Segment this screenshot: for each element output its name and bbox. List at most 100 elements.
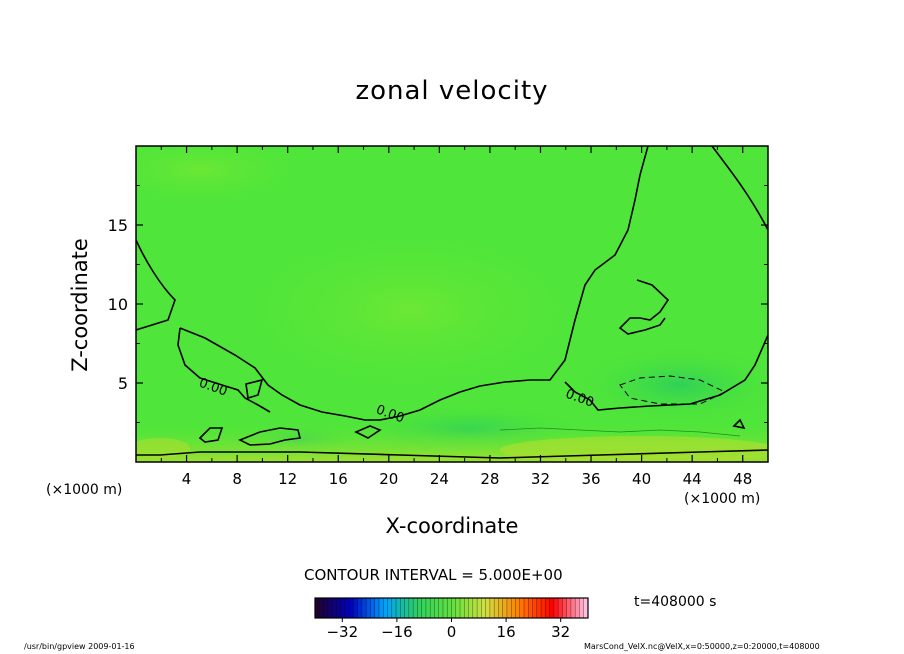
colorbar-cell — [549, 598, 555, 618]
colorbar-cell — [468, 598, 474, 618]
colorbar-cell — [515, 598, 521, 618]
x-tick-label: 16 — [329, 470, 348, 488]
colorbar-cell — [396, 598, 401, 618]
colorbar-cell — [451, 598, 457, 618]
field-light-region — [210, 215, 610, 405]
colorbar-cell — [315, 598, 320, 618]
colorbar-cell — [481, 598, 487, 618]
colorbar-cell — [366, 598, 371, 618]
colorbar-cell — [344, 598, 350, 618]
colorbar-cell — [421, 598, 427, 618]
contour-line-thin — [499, 427, 741, 437]
chart-title: zonal velocity — [355, 76, 549, 106]
x-tick-label: 20 — [379, 470, 398, 488]
contour-line — [177, 327, 271, 413]
x-axis-ticks: 4 8 12 16 20 24 28 32 36 40 44 48 — [160, 146, 752, 488]
colorbar-cell — [391, 598, 397, 618]
y-axis-ticks: 5 10 15 — [108, 185, 768, 423]
contour-interval-note: CONTOUR INTERVAL = 5.000E+00 — [304, 566, 563, 584]
x-axis-label: X-coordinate — [385, 514, 519, 538]
contour-line-dashed — [619, 375, 727, 405]
colorbar-cell — [387, 598, 393, 618]
x-tick-label: 12 — [278, 470, 297, 488]
colorbar-cell — [340, 598, 346, 618]
colorbar-cell — [447, 598, 452, 618]
time-label: t=408000 s — [634, 594, 717, 610]
colorbar-cell — [438, 598, 444, 618]
colorbar-cell — [536, 598, 542, 618]
field-yellow-patch — [500, 436, 768, 462]
colorbar-cell — [489, 598, 495, 618]
colorbar-cell — [353, 598, 359, 618]
colorbar-cell — [532, 598, 538, 618]
x-tick-label: 40 — [632, 470, 651, 488]
colorbar-cell — [413, 598, 418, 618]
colorbar-cell — [528, 598, 534, 618]
colorbar-cell — [430, 598, 435, 618]
contour-lines — [136, 146, 768, 459]
colorbar-cell — [370, 598, 376, 618]
colorbar-cell — [327, 598, 333, 618]
y-tick-label: 5 — [118, 374, 128, 393]
x-tick-label: 32 — [531, 470, 550, 488]
colorbar-cell — [323, 598, 329, 618]
footer-left: /usr/bin/gpview 2009-01-16 — [24, 642, 135, 651]
contour-line — [711, 146, 768, 231]
contour-line — [354, 425, 382, 439]
colorbar-cell — [336, 598, 342, 618]
x-tick-label: 48 — [733, 470, 752, 488]
colorbar-cell — [442, 598, 448, 618]
colorbar-cell — [494, 598, 499, 618]
x-unit-right: (×1000 m) — [684, 491, 761, 507]
colorbar-cell — [378, 598, 384, 618]
colorbar-cell — [541, 598, 546, 618]
contour-line — [564, 334, 768, 411]
contour-line — [136, 449, 768, 459]
y-axis-label: Z-coordinate — [68, 238, 92, 372]
x-tick-label: 44 — [683, 470, 702, 488]
colorbar-cell — [357, 598, 363, 618]
colorbar-cell — [506, 598, 512, 618]
colorbar-cell — [485, 598, 491, 618]
colorbar-cell — [498, 598, 504, 618]
x-tick-label: 28 — [480, 470, 499, 488]
colorbar-cell — [383, 598, 389, 618]
colorbar: −32 −16 0 16 32 — [314, 597, 589, 641]
colorbar-tick-label: 32 — [551, 623, 570, 641]
x-unit-left: (×1000 m) — [46, 482, 123, 498]
colorbar-cell — [575, 598, 580, 618]
contour-line — [198, 427, 224, 443]
colorbar-cell — [408, 598, 414, 618]
contour-line — [179, 146, 649, 421]
colorbar-tick-label: −16 — [381, 623, 413, 641]
colorbar-tick-label: 16 — [497, 623, 516, 641]
colorbar-cell — [404, 598, 410, 618]
colorbar-cell — [332, 598, 337, 618]
x-tick-label: 4 — [182, 470, 192, 488]
colorbar-tick-label: 0 — [447, 623, 457, 641]
field-light-region — [136, 146, 320, 210]
y-tick-label: 10 — [108, 295, 128, 314]
contour-line — [618, 279, 670, 335]
colorbar-cell — [319, 598, 325, 618]
colorbar-cell — [417, 598, 423, 618]
colorbar-cell — [570, 598, 576, 618]
colorbar-cell — [460, 598, 465, 618]
colorbar-cell — [558, 598, 563, 618]
colorbar-cell — [519, 598, 525, 618]
colorbar-cell — [455, 598, 461, 618]
colorbar-cell — [400, 598, 406, 618]
colorbar-cell — [464, 598, 470, 618]
colorbar-tick-label: −32 — [326, 623, 358, 641]
colorbar-cell — [545, 598, 551, 618]
colorbar-cell — [562, 598, 568, 618]
colorbar-cell — [425, 598, 431, 618]
x-tick-label: 36 — [581, 470, 600, 488]
colorbar-cell — [524, 598, 529, 618]
colorbar-cell — [361, 598, 367, 618]
colorbar-cell — [472, 598, 478, 618]
colorbar-cell — [374, 598, 380, 618]
contour-line — [238, 427, 301, 446]
contour-line — [136, 239, 176, 331]
